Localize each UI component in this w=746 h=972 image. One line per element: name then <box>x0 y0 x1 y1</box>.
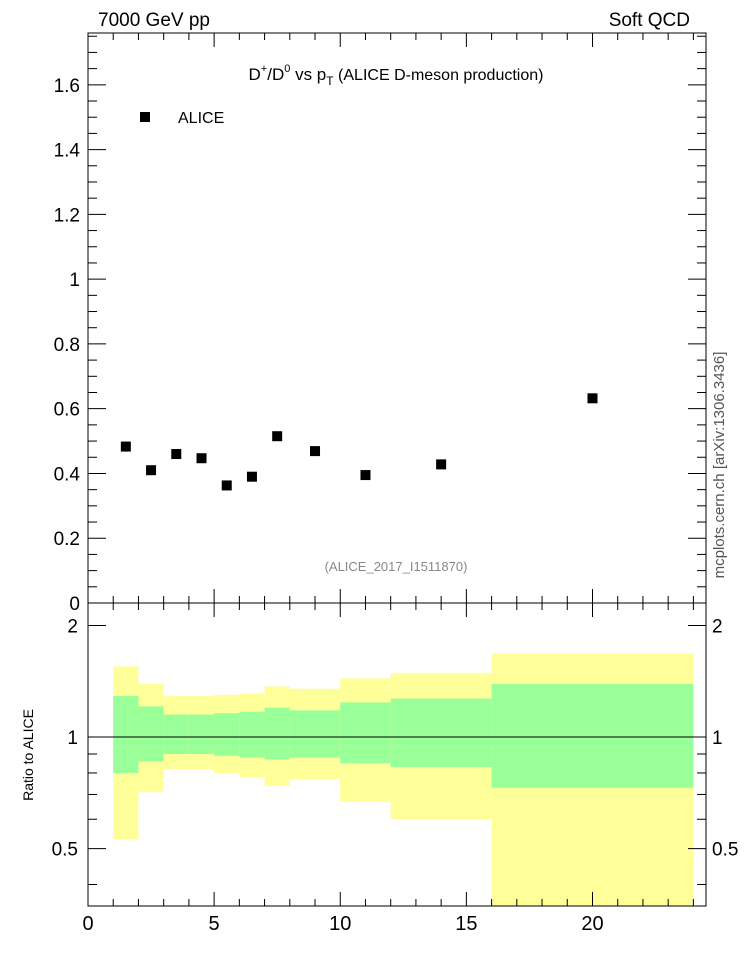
data-point <box>171 449 182 460</box>
data-point <box>272 431 283 442</box>
ratio-y-tick-labels: 0.5 0.5 1 1 2 2 <box>52 616 739 860</box>
ratio-tick-marks <box>87 603 706 906</box>
main-y-tick-label: 1.2 <box>54 205 80 226</box>
data-point <box>146 465 157 476</box>
ratio-inner-band-1 <box>138 706 164 762</box>
ratio-y-tick-label-right: 1 <box>712 728 723 749</box>
legend-label-alice: ALICE <box>178 110 224 127</box>
data-point <box>120 441 131 452</box>
ratio-inner-band-8 <box>340 702 391 764</box>
ratio-y-tick-label-left: 2 <box>67 616 78 637</box>
main-data-points <box>120 393 598 491</box>
main-y-tick-label: 1.4 <box>54 141 81 162</box>
ratio-plot-frame <box>87 602 707 907</box>
data-point <box>360 470 371 481</box>
main-y-tick-label: 1 <box>69 270 80 291</box>
ratio-y-tick-label-right: 2 <box>712 616 723 637</box>
data-point <box>587 393 598 404</box>
energy-label: 7000 GeV pp <box>98 10 210 31</box>
main-tick-marks <box>87 33 706 604</box>
data-point <box>246 471 257 482</box>
main-y-tick-label: 0.8 <box>54 335 80 356</box>
ratio-inner-band-5 <box>239 711 265 758</box>
analysis-watermark: (ALICE_2017_I1511870) <box>325 559 468 574</box>
category-label: Soft QCD <box>609 10 690 31</box>
legend-marker-alice <box>140 112 150 122</box>
ratio-y-tick-label-left: 0.5 <box>52 840 78 861</box>
main-chart-title: D+/D0 vs pT (ALICE D-meson production) <box>249 63 544 88</box>
ratio-plot-panel: 0.5 0.5 1 1 2 2 0 5 10 15 20 Ratio to ALICE <box>20 602 739 935</box>
x-tick-label: 20 <box>581 913 603 935</box>
x-tick-label: 15 <box>455 913 477 935</box>
x-tick-labels: 0 5 10 15 20 <box>82 913 603 935</box>
ratio-inner-band-2 <box>163 714 189 755</box>
ratio-inner-band-10 <box>491 684 694 788</box>
ratio-y-tick-label-right: 0.5 <box>712 840 738 861</box>
ratio-inner-band-4 <box>214 713 240 756</box>
data-point <box>436 459 447 470</box>
x-tick-label: 5 <box>209 913 220 935</box>
data-point <box>310 446 321 457</box>
x-tick-label: 0 <box>82 913 93 935</box>
ratio-y-axis-label: Ratio to ALICE <box>20 709 36 801</box>
ratio-y-tick-label-left: 1 <box>67 728 78 749</box>
data-point <box>221 480 232 491</box>
x-tick-label: 10 <box>329 913 351 935</box>
main-y-tick-label: 1.6 <box>54 76 80 97</box>
data-point <box>196 453 207 464</box>
ratio-inner-band-6 <box>264 707 290 760</box>
main-y-tick-label: 0.4 <box>54 464 81 485</box>
ratio-uncertainty-bands <box>113 653 694 906</box>
ratio-inner-band-3 <box>188 714 215 755</box>
main-y-tick-labels: 0 0.2 0.4 0.6 0.8 1 1.2 1.4 1.6 <box>54 76 81 615</box>
ratio-inner-band-7 <box>289 710 341 758</box>
main-y-tick-label: 0.6 <box>54 400 80 421</box>
main-plot-panel: 0 0.2 0.4 0.6 0.8 1 1.2 1.4 1.6 D+/D0 vs pT (ALI… <box>54 32 707 615</box>
ratio-inner-band-9 <box>390 698 492 768</box>
main-y-tick-label: 0.2 <box>54 529 80 550</box>
source-side-label: mcplots.cern.ch [arXiv:1306.3436] <box>711 352 728 579</box>
ratio-inner-band-0 <box>113 696 139 773</box>
main-y-tick-label: 0 <box>69 594 80 615</box>
